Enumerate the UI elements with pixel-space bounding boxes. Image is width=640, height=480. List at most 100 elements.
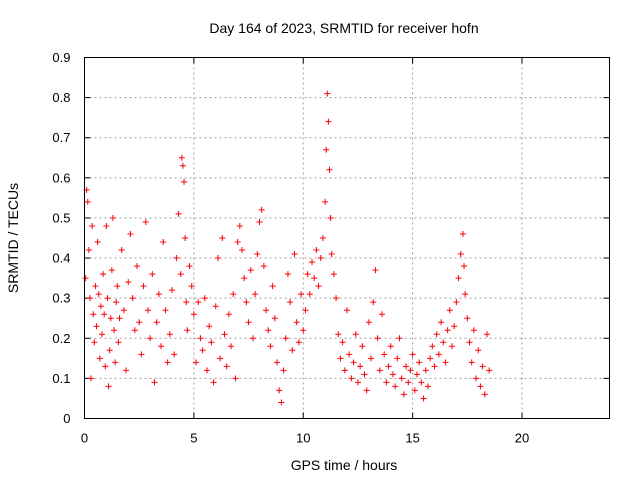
data-point (327, 214, 334, 221)
data-point (195, 299, 202, 306)
data-point (239, 247, 245, 254)
data-point (341, 367, 348, 374)
data-point (234, 239, 241, 246)
data-point (93, 323, 100, 330)
data-point (435, 351, 442, 358)
data-point (280, 367, 287, 374)
data-point (99, 331, 105, 338)
data-point (173, 255, 180, 262)
data-point (484, 331, 490, 338)
data-point (274, 359, 280, 366)
data-point (149, 271, 156, 278)
data-point (400, 391, 407, 398)
data-point (424, 383, 431, 390)
data-point (389, 371, 396, 378)
data-point (418, 379, 425, 386)
x-tick-label: 15 (405, 431, 419, 446)
data-point (193, 359, 200, 366)
data-point (438, 319, 445, 326)
data-point (346, 351, 353, 358)
data-point (271, 315, 278, 322)
data-point (304, 271, 311, 278)
data-point (232, 375, 239, 382)
data-point (361, 371, 368, 378)
data-point (108, 267, 115, 274)
data-point (468, 359, 475, 366)
data-point (190, 311, 197, 318)
data-point (144, 307, 151, 314)
data-point (184, 327, 191, 334)
data-point (422, 367, 429, 374)
data-point (153, 319, 160, 326)
data-point (282, 335, 289, 342)
data-point (84, 198, 91, 205)
data-point (385, 363, 392, 370)
data-point (134, 263, 140, 270)
data-point (223, 363, 230, 370)
data-point (155, 291, 162, 298)
data-point (287, 299, 294, 306)
data-point (111, 327, 118, 334)
data-point (387, 343, 394, 350)
data-point (473, 375, 480, 382)
data-point (453, 299, 460, 306)
data-point (115, 339, 122, 346)
data-point (427, 355, 434, 362)
plot-frame (84, 57, 610, 419)
data-point (94, 239, 101, 246)
data-point (89, 222, 96, 229)
data-point (177, 271, 184, 278)
data-point (199, 347, 206, 354)
data-point (325, 118, 332, 125)
data-point (339, 339, 346, 346)
data-point (260, 263, 267, 270)
data-point (206, 323, 213, 330)
data-point (263, 307, 270, 314)
data-point (212, 303, 219, 310)
x-tick-label: 0 (81, 431, 88, 446)
data-point (107, 315, 114, 322)
data-point (293, 319, 300, 326)
data-point (322, 198, 329, 205)
grid (84, 57, 610, 419)
data-point (254, 251, 261, 258)
data-point (431, 363, 438, 370)
data-point (256, 218, 263, 225)
data-point (125, 279, 132, 286)
data-point (269, 283, 276, 290)
data-point (324, 90, 331, 97)
data-point (291, 251, 298, 258)
data-point (112, 359, 119, 366)
data-point (88, 375, 95, 382)
data-point (429, 343, 436, 350)
data-point (179, 162, 186, 169)
y-tick-label: 0 (63, 411, 70, 426)
data-point (178, 154, 185, 161)
data-point (142, 218, 149, 225)
y-tick-label: 0.8 (52, 90, 70, 105)
data-point (228, 343, 235, 350)
data-point (175, 210, 182, 217)
data-point (210, 379, 217, 386)
data-point (102, 363, 109, 370)
data-point (481, 391, 488, 398)
data-point (208, 339, 215, 346)
data-points (82, 90, 493, 406)
x-axis-title: GPS time / hours (291, 457, 398, 473)
data-point (181, 178, 188, 185)
data-point (328, 251, 335, 258)
data-point (337, 355, 344, 362)
data-point (96, 355, 103, 362)
data-point (420, 395, 427, 402)
data-point (106, 347, 113, 354)
data-point (236, 222, 243, 229)
data-point (225, 311, 232, 318)
data-point (258, 206, 265, 213)
x-tick-label: 10 (296, 431, 310, 446)
data-point (365, 319, 372, 326)
data-point (138, 351, 145, 358)
data-point (405, 379, 412, 386)
data-point (230, 291, 237, 298)
data-point (470, 327, 477, 334)
